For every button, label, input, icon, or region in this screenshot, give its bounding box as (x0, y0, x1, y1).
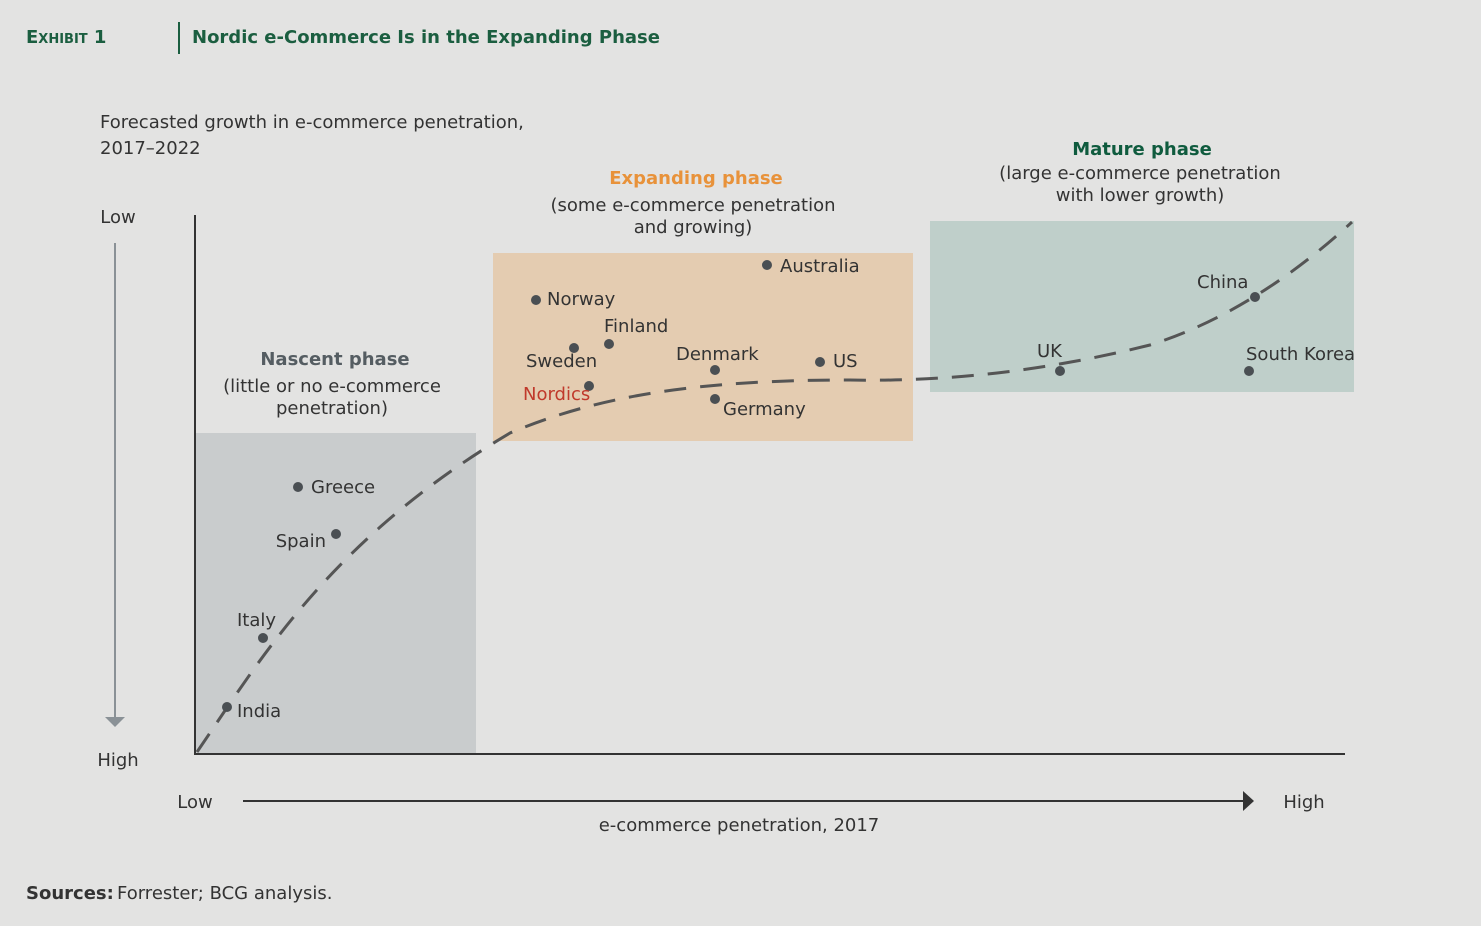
title: Nordic e-Commerce Is in the Expanding Ph… (192, 27, 660, 48)
y-arrowhead (105, 717, 125, 727)
country-label: Nordics (523, 384, 590, 405)
country-label: Germany (723, 399, 806, 420)
exhibit-label: Exhibit 1 (26, 27, 106, 48)
country-label: Australia (780, 256, 860, 277)
country-label: Italy (237, 610, 276, 631)
country-dot (1244, 366, 1254, 376)
country-dot (293, 482, 303, 492)
phase-name: Mature phase (1072, 139, 1212, 160)
x-axis-title: e-commerce penetration, 2017 (599, 815, 880, 836)
trend-curve (195, 220, 1354, 753)
country-label: Sweden (526, 351, 597, 372)
y-axis-title: Forecasted growth in e-commerce penetrat… (100, 112, 524, 133)
x-axis-low: Low (177, 792, 212, 813)
country-label: Spain (276, 531, 326, 552)
phase-description: and growing) (634, 217, 753, 238)
x-arrowhead (1243, 791, 1254, 811)
country-dot (710, 394, 720, 404)
country-label: India (237, 701, 281, 722)
phase-description: (some e-commerce penetration (550, 195, 835, 216)
country-dot (222, 702, 232, 712)
country-label: Finland (604, 316, 668, 337)
country-label: Norway (547, 289, 616, 310)
country-label: China (1197, 272, 1248, 293)
phase-description: with lower growth) (1056, 185, 1225, 206)
mature-region (930, 221, 1354, 392)
country-label: Greece (311, 477, 375, 498)
phase-name: Nascent phase (260, 349, 409, 370)
phase-description: penetration) (276, 398, 388, 419)
country-dot (762, 260, 772, 270)
expanding-region (493, 253, 913, 441)
country-label: South Korea (1246, 344, 1355, 365)
y-axis-low: Low (100, 207, 135, 228)
country-dot (1055, 366, 1065, 376)
x-axis-high: High (1283, 792, 1324, 813)
y-axis-high: High (97, 750, 138, 771)
country-label: US (833, 351, 858, 372)
country-dot (531, 295, 541, 305)
phase-description: (large e-commerce penetration (999, 163, 1281, 184)
sources-text: Forrester; BCG analysis. (117, 883, 332, 904)
phase-description: (little or no e-commerce (223, 376, 441, 397)
y-axis-title: 2017–2022 (100, 138, 201, 159)
country-label: Denmark (676, 344, 759, 365)
country-dot (569, 343, 579, 353)
country-label: UK (1037, 341, 1063, 362)
nascent-region (196, 433, 476, 754)
country-dot (331, 529, 341, 539)
country-dot (604, 339, 614, 349)
country-dot (584, 381, 594, 391)
country-dot (1250, 292, 1260, 302)
country-dot (815, 357, 825, 367)
country-dot (258, 633, 268, 643)
phase-name: Expanding phase (609, 168, 783, 189)
country-dot (710, 365, 720, 375)
sources-label: Sources: (26, 883, 114, 904)
